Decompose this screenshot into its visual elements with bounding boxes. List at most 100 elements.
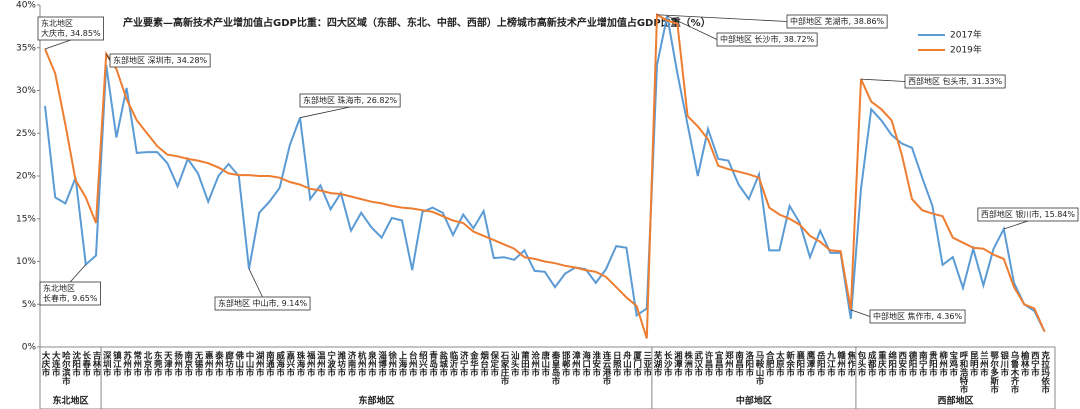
y-tick-label: 15% <box>16 214 36 224</box>
x-tick-label: 兰州市 <box>978 350 989 377</box>
x-tick-label: 三亚市 <box>642 351 652 377</box>
annotation: 东部地区 珠海市, 26.82% <box>299 93 401 119</box>
x-tick-label: 大庆市 <box>40 350 51 377</box>
x-tick-label: 泰州市 <box>213 350 224 377</box>
x-tick-label: 宁波市 <box>326 350 336 377</box>
x-tick-label: 长沙市 <box>662 350 672 377</box>
x-tick-label: 南京市 <box>183 350 193 377</box>
annotation-box <box>109 53 211 68</box>
annotation-box <box>977 207 1079 222</box>
x-tick-label: 汕头市 <box>509 350 519 377</box>
annotation: 西部地区 银川市, 15.84% <box>977 207 1079 230</box>
y-tick-label: 0% <box>22 343 37 353</box>
annotation-leader <box>1003 220 1029 230</box>
x-tick-label: 福州市 <box>305 350 316 377</box>
x-tick-label: 扬州市 <box>173 350 184 377</box>
x-tick-label: 惠州市 <box>203 350 214 377</box>
x-tick-label: 天津市 <box>162 351 172 377</box>
x-tick-label: 盐城市 <box>438 350 448 377</box>
group-label: 中部地区 <box>736 395 772 407</box>
x-tick-label: 九江市 <box>825 350 836 377</box>
annotation-box <box>299 93 401 108</box>
annotation: 中部地区 芜湖市, 38.86% <box>656 14 888 29</box>
annotation-leader <box>69 264 87 283</box>
y-tick-label: 40% <box>16 1 36 11</box>
x-tick-label: 厦门市 <box>632 350 642 377</box>
x-tick-label: 岳阳市 <box>815 350 825 377</box>
x-tick-label: 泉州市 <box>366 350 377 377</box>
x-tick-label: 贵阳市 <box>927 350 937 377</box>
x-tick-label: 金华市 <box>468 350 479 377</box>
annotation-box <box>716 32 818 47</box>
x-tick-label: 绍兴市 <box>417 350 427 377</box>
x-tick-label: 连云港市 <box>601 350 611 386</box>
y-tick-label: 25% <box>16 129 36 139</box>
x-tick-label: 南昌市 <box>734 350 744 377</box>
x-tick-label: 南宁市 <box>917 350 927 377</box>
x-tick-label: 东莞市 <box>152 350 163 377</box>
x-tick-label: 宜昌市 <box>713 350 723 377</box>
annotation-leader <box>44 39 71 50</box>
x-tick-label: 常州市 <box>132 350 143 377</box>
annotation-box <box>37 16 104 41</box>
x-tick-label: 淮安市 <box>591 350 601 377</box>
legend-label: 2017年 <box>950 29 982 41</box>
x-tick-label: 绵阳市 <box>887 350 897 377</box>
x-tick-label: 中山市 <box>244 350 254 377</box>
x-tick-label: 长春市 <box>81 350 92 377</box>
annotation-text: 东部地区 深圳市, 34.28% <box>113 55 208 65</box>
annotation: 中部地区 焦作市, 4.36% <box>850 309 966 324</box>
legend-label: 2019年 <box>950 44 982 56</box>
annotation-box <box>869 309 966 324</box>
x-tick-label: 呼和浩特市 <box>958 350 968 394</box>
x-tick-label: 重庆市 <box>876 350 887 377</box>
x-tick-label: 珠海市 <box>295 350 305 377</box>
x-tick-label: 徐州市 <box>387 350 398 377</box>
x-tick-label: 嘉兴市 <box>285 350 296 377</box>
x-tick-label: 秦皇岛市 <box>550 350 561 386</box>
annotation-text: 东北地区 <box>43 283 75 293</box>
x-tick-label: 焦作市 <box>846 350 857 377</box>
x-tick-label: 廊坊市 <box>224 350 234 377</box>
annotation-leader <box>299 106 351 119</box>
x-tick-label: 芜湖市 <box>652 350 662 377</box>
x-tick-label: 新余市 <box>785 350 796 377</box>
annotation-box <box>904 74 1006 89</box>
x-tick-label: 太原市 <box>774 350 785 377</box>
annotation-leader <box>105 53 111 61</box>
x-tick-label: 德阳市 <box>907 350 917 377</box>
y-tick-label: 20% <box>16 172 36 182</box>
chart-title: 产业要素—高新技术产业增加值占GDP比重：四大区域（东部、东北、中部、西部）上榜… <box>123 16 711 29</box>
x-tick-label: 郑州市 <box>723 350 734 377</box>
annotation-text: 大庆市, 34.85% <box>41 28 101 38</box>
annotation-text: 中部地区 长沙市, 38.72% <box>720 34 815 44</box>
x-tick-label: 武汉市 <box>693 350 703 377</box>
x-tick-label: 日照市 <box>611 351 621 377</box>
x-tick-label: 柳州市 <box>938 350 949 377</box>
x-tick-label: 乌鲁木齐市 <box>1009 350 1020 394</box>
group-label: 西部地区 <box>937 395 973 407</box>
x-tick-label: 成都市 <box>866 350 877 377</box>
x-tick-label: 漳州市 <box>570 350 581 377</box>
series-line <box>44 13 1046 339</box>
annotation: 中部地区 长沙市, 38.72% <box>667 15 818 47</box>
annotation-box <box>786 14 888 29</box>
x-tick-label: 临沂市 <box>448 350 458 377</box>
annotation-text: 东部地区 中山市, 9.14% <box>218 298 307 308</box>
x-tick-label: 赣州市 <box>836 350 847 377</box>
x-tick-label: 青岛市 <box>428 350 438 377</box>
annotation-text: 东部地区 珠海市, 26.82% <box>303 95 398 105</box>
x-tick-label: 潍坊市 <box>336 350 346 377</box>
annotation-leader <box>860 78 906 82</box>
x-tick-label: 上海市 <box>397 350 407 377</box>
x-tick-label: 沧州市 <box>530 350 541 377</box>
x-tick-label: 大连市 <box>50 350 60 377</box>
x-tick-label: 湘潭市 <box>672 350 682 377</box>
x-tick-label: 银川市 <box>999 350 1010 377</box>
x-tick-label: 佛山市 <box>234 350 245 377</box>
y-tick-label: 10% <box>16 257 36 267</box>
x-tick-label: 洛阳市 <box>744 350 754 377</box>
x-tick-label: 株洲市 <box>683 350 693 377</box>
